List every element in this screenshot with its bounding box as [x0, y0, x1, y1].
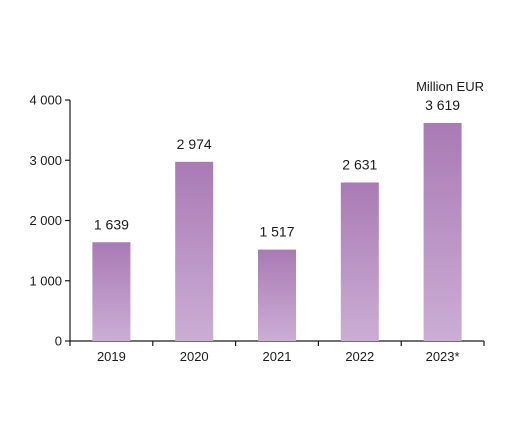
y-tick-label: 1 000 [29, 273, 62, 288]
bar [258, 249, 296, 341]
bar [423, 122, 462, 341]
y-tick-label: 2 000 [29, 213, 62, 228]
bar-value-label: 3 619 [425, 97, 460, 113]
y-tick-label: 0 [55, 334, 62, 349]
data-labels: 1 639 2 974 1 517 2 631 3 619 [94, 97, 460, 240]
bar [340, 182, 379, 341]
x-tick-label: 2021 [263, 349, 292, 364]
y-tick-label: 3 000 [29, 153, 62, 168]
bar-value-label: 2 631 [342, 156, 377, 172]
x-tick-label: 2023* [426, 349, 460, 364]
unit-label: Million EUR [416, 79, 484, 94]
y-axis: 0 1 000 2 000 3 000 4 000 [29, 93, 71, 349]
x-axis: 2019 2020 2021 2022 2023* [69, 340, 485, 364]
bars [92, 122, 462, 341]
bar [175, 161, 214, 341]
y-tick-label: 4 000 [29, 93, 62, 108]
bar-value-label: 1 639 [94, 216, 129, 232]
x-tick-label: 2022 [345, 349, 374, 364]
bar-value-label: 2 974 [177, 136, 212, 152]
x-tick-label: 2019 [97, 349, 126, 364]
x-tick-label: 2020 [180, 349, 209, 364]
bar-value-label: 1 517 [259, 224, 294, 240]
bar [92, 242, 131, 341]
